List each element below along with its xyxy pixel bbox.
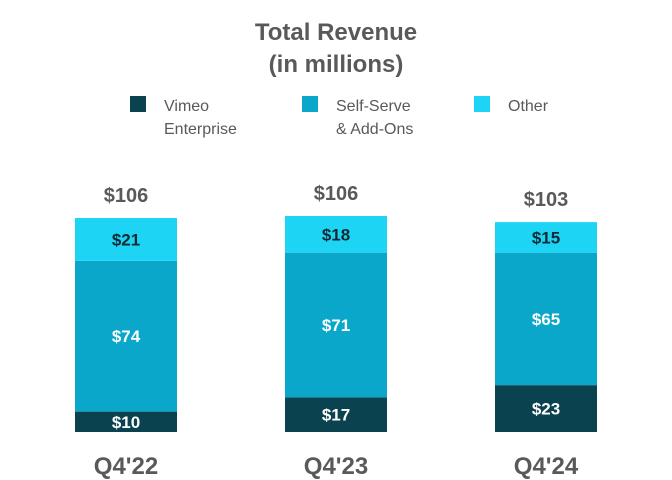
total-label-3: $103 (524, 189, 569, 211)
legend: Vimeo Enterprise Self-Serve & Add-Ons Other (130, 96, 549, 138)
legend-label-2: Self-Serve (336, 98, 411, 115)
segment-label-1-2: $74 (112, 327, 141, 346)
bar-segment-1-2 (75, 260, 177, 412)
segment-label-3-2: $65 (532, 310, 560, 329)
segment-label-2-3: $18 (322, 225, 350, 244)
bar-segment-2-3 (285, 216, 387, 253)
legend-swatch-1 (130, 96, 146, 112)
bar-group-1: $10 $74 $21 $106 Q4'22 (75, 185, 177, 480)
segment-label-1-1: $10 (112, 413, 140, 432)
bar-segment-1-3 (75, 218, 177, 261)
legend-swatch-3 (474, 96, 490, 112)
segment-label-1-3: $21 (112, 230, 140, 249)
category-label-1: Q4'22 (94, 453, 158, 480)
segment-label-2-1: $17 (322, 406, 350, 425)
segment-label-2-2: $71 (322, 316, 350, 335)
bar-group-3: $23 $65 $15 $103 Q4'24 (495, 189, 597, 480)
category-label-2: Q4'23 (304, 453, 368, 480)
bar-segment-2-1 (285, 397, 387, 432)
segment-label-3-1: $23 (532, 400, 560, 419)
legend-label-1-line2: Enterprise (164, 121, 237, 138)
segment-label-3-3: $15 (532, 228, 560, 247)
chart-title-line2: (in millions) (269, 51, 404, 78)
plot-area: $10$74$21$106Q4'22$17$71$18$106Q4'23$23$… (75, 183, 597, 480)
legend-label-3: Other (508, 98, 549, 115)
bar-segment-3-2 (495, 252, 597, 386)
bar-segment-1-1 (75, 411, 177, 432)
legend-label-1: Vimeo (164, 98, 209, 115)
legend-swatch-2 (302, 96, 318, 112)
chart-title-line1: Total Revenue (255, 19, 417, 46)
bar-group-2: $17 $71 $18 $106 Q4'23 (285, 183, 387, 480)
bar-segment-3-1 (495, 385, 597, 432)
legend-label-2-line2: & Add-Ons (336, 121, 413, 138)
category-label-3: Q4'24 (514, 453, 579, 480)
bar-segment-3-3 (495, 222, 597, 253)
bar-segment-2-2 (285, 252, 387, 398)
total-label-2: $106 (314, 183, 359, 205)
total-label-1: $106 (104, 185, 149, 207)
